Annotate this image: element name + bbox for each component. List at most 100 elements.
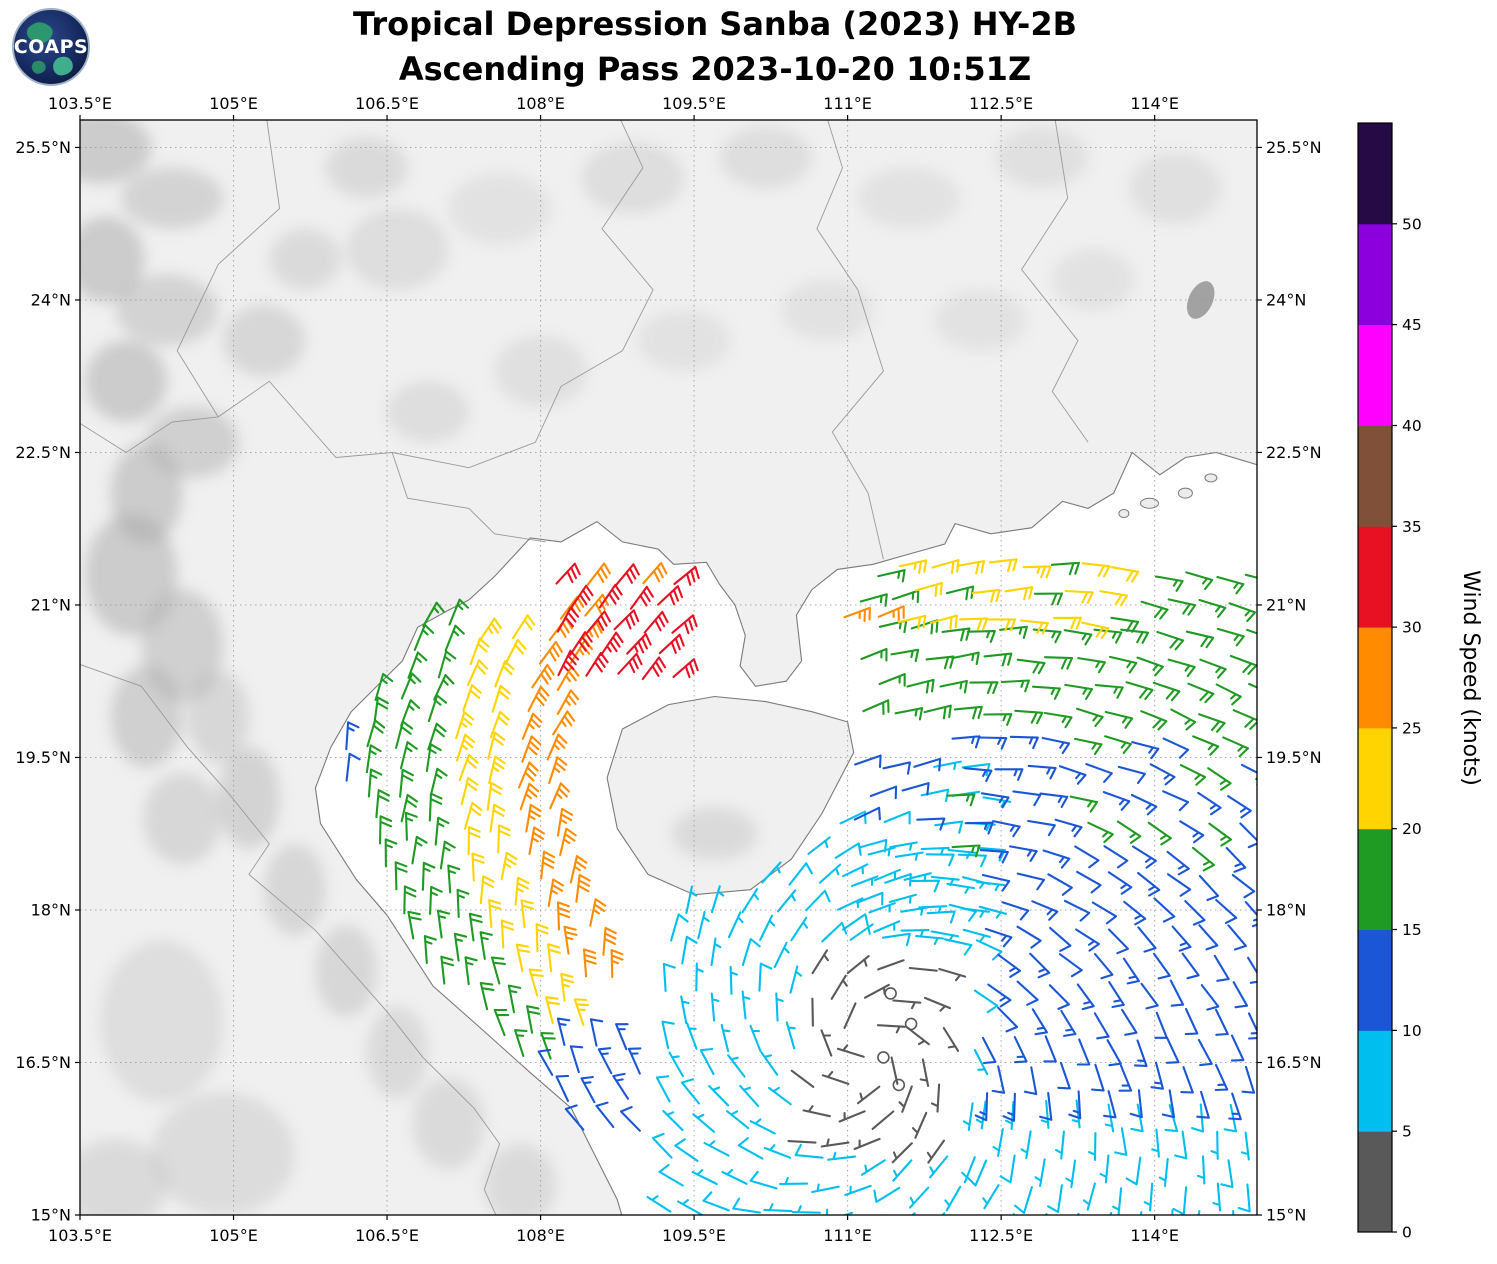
admin-border-line bbox=[80, 664, 501, 1215]
wind-barb bbox=[1171, 925, 1192, 952]
wind-barb bbox=[931, 559, 960, 575]
lon-tick-label-bottom: 105°E bbox=[209, 1226, 258, 1245]
terrain-blob bbox=[223, 305, 306, 377]
wind-barb bbox=[702, 1191, 730, 1212]
wind-barb bbox=[444, 624, 465, 652]
wind-barb bbox=[821, 921, 848, 943]
colorbar-tick-label: 40 bbox=[1402, 417, 1422, 435]
wind-barb bbox=[1080, 621, 1110, 639]
wind-barb bbox=[521, 735, 542, 763]
wind-barb bbox=[868, 902, 896, 914]
wind-barb bbox=[1114, 1127, 1128, 1156]
wind-barbs-layer bbox=[345, 558, 1257, 1215]
colorbar-tick-label: 10 bbox=[1402, 1022, 1422, 1040]
wind-barb bbox=[708, 1085, 730, 1107]
terrain-blob bbox=[269, 228, 342, 290]
wind-barb bbox=[458, 753, 479, 782]
wind-barb bbox=[460, 776, 479, 806]
wind-barb bbox=[1137, 871, 1161, 897]
wind-barb bbox=[1088, 1131, 1097, 1162]
lat-tick-label-left: 22.5°N bbox=[15, 443, 71, 462]
wind-barb bbox=[1147, 821, 1172, 846]
terrain-blob bbox=[366, 1006, 428, 1099]
lat-tick-label-right: 24°N bbox=[1266, 290, 1306, 309]
wind-barb bbox=[987, 618, 1017, 632]
admin-border-line bbox=[1021, 120, 1089, 443]
wind-barb bbox=[807, 836, 831, 855]
wind-barb bbox=[1240, 1131, 1250, 1161]
wind-barb bbox=[366, 719, 386, 748]
wind-barb bbox=[528, 968, 544, 997]
wind-barb bbox=[403, 885, 417, 915]
wind-barb bbox=[802, 1105, 831, 1118]
wind-barb bbox=[1044, 1213, 1048, 1215]
globe-land-shape bbox=[53, 56, 73, 76]
wind-barb bbox=[1165, 1036, 1180, 1064]
wind-barb bbox=[448, 598, 469, 626]
wind-barb bbox=[586, 610, 612, 634]
wind-barb bbox=[556, 1017, 571, 1046]
wind-barb bbox=[345, 721, 360, 751]
wind-barb bbox=[1063, 629, 1093, 646]
terrain-blob bbox=[143, 772, 222, 865]
wind-barb bbox=[911, 1111, 928, 1139]
wind-barb bbox=[915, 935, 945, 945]
wind-barb bbox=[1220, 1159, 1234, 1189]
wind-barb bbox=[421, 861, 436, 891]
wind-barb bbox=[876, 1024, 907, 1034]
wind-barb bbox=[1094, 684, 1124, 699]
wind-barb bbox=[934, 820, 964, 834]
wind-barb bbox=[1136, 656, 1164, 677]
wind-barb bbox=[761, 861, 782, 884]
wind-barb bbox=[981, 1036, 997, 1065]
wind-barb bbox=[789, 965, 803, 994]
wind-barb bbox=[1227, 795, 1252, 819]
wind-barb bbox=[1170, 708, 1197, 731]
wind-barb bbox=[1179, 820, 1205, 844]
wind-barb bbox=[671, 614, 698, 635]
wind-barb bbox=[365, 744, 382, 774]
wind-barb bbox=[841, 913, 869, 931]
wind-barb bbox=[1034, 1158, 1046, 1188]
terrain-blob bbox=[1052, 249, 1135, 311]
wind-barb bbox=[1001, 901, 1030, 921]
wind-barb bbox=[1232, 709, 1257, 730]
wind-barb bbox=[1180, 1066, 1194, 1094]
wind-barb bbox=[999, 625, 1028, 639]
lat-tick-label-left: 18°N bbox=[31, 900, 71, 919]
wind-barb bbox=[969, 681, 999, 695]
wind-barb bbox=[1047, 1184, 1063, 1214]
wind-barb bbox=[732, 1197, 761, 1214]
wind-barb bbox=[563, 925, 578, 955]
lon-tick-label-top: 106.5°E bbox=[355, 94, 419, 113]
wind-barb bbox=[479, 931, 493, 960]
wind-barb bbox=[920, 846, 950, 856]
wind-barb bbox=[919, 1058, 930, 1087]
wind-barb bbox=[785, 1021, 796, 1050]
wind-barb bbox=[1033, 592, 1063, 606]
lat-tick-label-left: 19.5°N bbox=[15, 748, 71, 767]
wind-barb bbox=[489, 710, 510, 739]
calm-wind-circle bbox=[877, 1051, 890, 1064]
colorbar-tick-label: 50 bbox=[1402, 215, 1422, 233]
lat-tick-label-left: 15°N bbox=[31, 1206, 71, 1225]
wind-barb bbox=[971, 588, 1001, 603]
wind-barb bbox=[1016, 925, 1042, 949]
wind-barb bbox=[1215, 898, 1238, 924]
wind-barb bbox=[433, 674, 455, 701]
wind-barb bbox=[1016, 658, 1046, 675]
lon-tick-label-bottom: 108°E bbox=[516, 1226, 565, 1245]
logo-text: COAPS bbox=[14, 36, 88, 58]
wind-barb bbox=[749, 1118, 776, 1135]
wind-barb bbox=[889, 841, 918, 851]
terrain-blob bbox=[218, 747, 280, 849]
wind-barb bbox=[463, 801, 483, 830]
wind-barb bbox=[1014, 1186, 1033, 1214]
wind-barb bbox=[615, 1023, 629, 1051]
wind-barb bbox=[434, 816, 450, 846]
wind-barb bbox=[1216, 627, 1245, 647]
colorbar-segment bbox=[1358, 425, 1392, 527]
wind-barb bbox=[999, 1154, 1016, 1184]
wind-barb bbox=[794, 1143, 824, 1159]
wind-barb bbox=[913, 757, 942, 772]
